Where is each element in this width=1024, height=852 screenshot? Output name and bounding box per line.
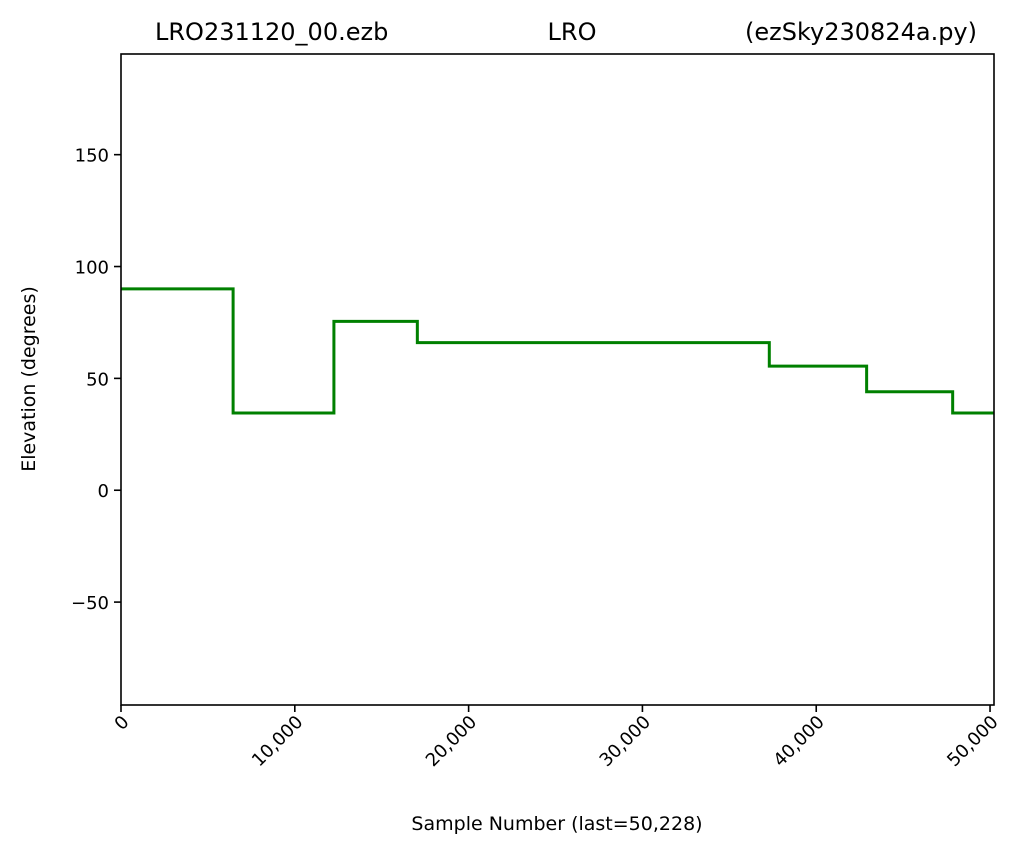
title-filename: LRO231120_00.ezb [155, 18, 388, 46]
y-tick-label: 50 [86, 369, 109, 390]
title-script: (ezSky230824a.py) [745, 18, 977, 46]
series-line-1 [121, 287, 994, 415]
plot-area [120, 53, 995, 706]
x-tick-label: 50,000 [943, 712, 1002, 771]
title-station: LRO [548, 18, 597, 46]
y-tick-label: 150 [75, 146, 109, 167]
x-tick-label: 40,000 [769, 712, 828, 771]
x-tick-label: 30,000 [596, 712, 655, 771]
y-axis: −50 0 50 100 150 [71, 146, 121, 614]
x-tick-label: 20,000 [422, 712, 481, 771]
y-tick-label: −50 [71, 593, 109, 614]
x-tick-label: 0 [111, 712, 134, 735]
y-tick-label: 100 [75, 258, 109, 279]
y-axis-label: Elevation (degrees) [18, 286, 40, 472]
x-axis: 0 10,000 20,000 30,000 40,000 50,000 [111, 705, 1003, 771]
chart-title: LRO231120_00.ezb LRO (ezSky230824a.py) [155, 18, 977, 46]
plot-frame [120, 53, 995, 706]
x-axis-label: Sample Number (last=50,228) [411, 813, 702, 835]
x-tick-label: 10,000 [248, 712, 307, 771]
y-tick-label: 0 [98, 481, 109, 502]
